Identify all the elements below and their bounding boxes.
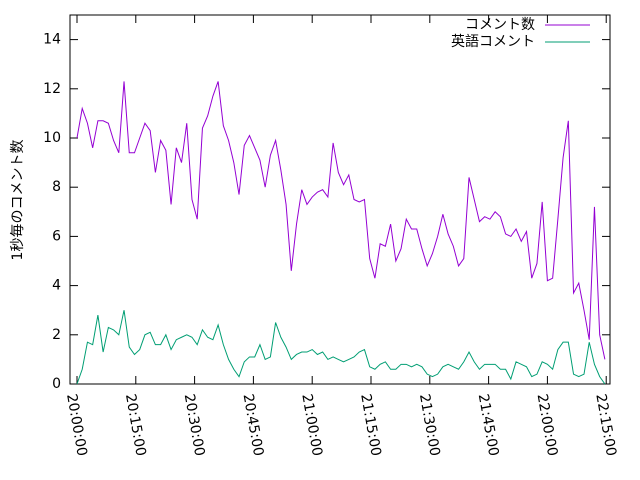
legend-label: コメント数 (465, 17, 535, 33)
y-tick-label: 6 (52, 228, 61, 244)
y-tick-label: 12 (43, 81, 61, 97)
x-tick-label: 20:15:00 (122, 393, 149, 458)
y-tick-label: 0 (52, 376, 61, 392)
series-line (76, 81, 606, 360)
y-tick-label: 4 (52, 278, 61, 294)
y-axis-label: 1秒毎のコメント数 (10, 140, 26, 261)
plot-frame (69, 14, 611, 385)
x-tick-label: 22:00:00 (534, 393, 561, 458)
y-tick-label: 10 (43, 130, 61, 146)
x-tick-label: 20:45:00 (240, 393, 267, 458)
x-tick-label: 20:30:00 (181, 393, 208, 458)
x-tick-label: 21:30:00 (416, 393, 443, 458)
series-line (76, 310, 606, 385)
x-tick-label: 22:15:00 (592, 393, 619, 458)
x-tick-label: 21:00:00 (298, 393, 325, 458)
x-tick-label: 21:15:00 (357, 393, 384, 458)
x-tick-label: 21:45:00 (475, 393, 502, 458)
y-tick-label: 8 (52, 179, 61, 195)
x-tick-label: 20:00:00 (63, 393, 90, 458)
legend-label: 英語コメント (451, 33, 535, 50)
y-tick-label: 2 (52, 327, 61, 343)
y-tick-label: 14 (43, 32, 61, 48)
